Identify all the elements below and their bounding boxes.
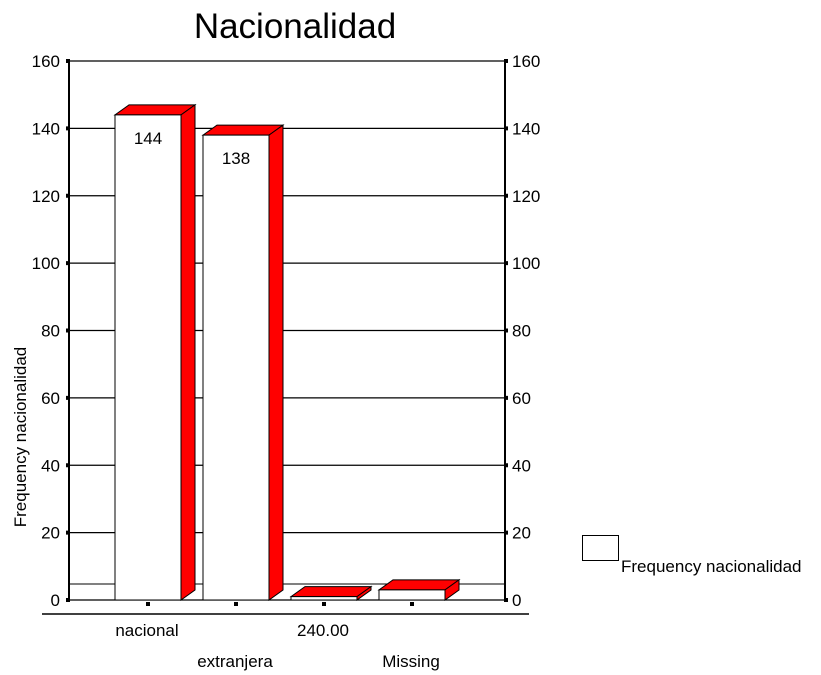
x-tick: [234, 602, 238, 606]
bar-240-00: [290, 596, 358, 601]
legend-swatch: [582, 535, 619, 561]
x-tick: [146, 602, 150, 606]
legend-label: Frequency nacionalidad: [621, 557, 802, 576]
y-tick-label-right: 20: [512, 524, 531, 543]
x-tick-label: Missing: [382, 652, 440, 671]
y-tick-label-right: 0: [512, 591, 521, 610]
y-tick-label-right: 80: [512, 322, 531, 341]
x-tick-label: extranjera: [197, 652, 273, 671]
y-tick-label-right: 140: [512, 119, 540, 138]
y-axis-label: Frequency nacionalidad: [11, 347, 30, 528]
y-tick-label-right: 100: [512, 254, 540, 273]
x-tick: [322, 602, 326, 606]
x-tick: [410, 602, 414, 606]
bars: 144 138: [113, 103, 461, 601]
y-tick-label-right: 60: [512, 389, 531, 408]
chart-title: Nacionalidad: [194, 7, 396, 46]
legend: Frequency nacionalidad: [582, 535, 821, 625]
y-tick-label-left: 160: [32, 52, 60, 71]
bar-extranjera: [202, 134, 270, 601]
y-tick-label-left: 0: [51, 591, 60, 610]
y-tick-label-left: 40: [41, 456, 60, 475]
bar-side: [180, 103, 196, 601]
bar-nacional: [114, 114, 182, 601]
bar-side: [268, 124, 284, 601]
y-tick-label-left: 20: [41, 524, 60, 543]
y-tick-label-left: 60: [41, 389, 60, 408]
y-tick-label-right: 160: [512, 52, 540, 71]
data-label: 144: [134, 129, 162, 148]
bar-missing: [378, 589, 446, 601]
y-tick-label-left: 140: [32, 119, 60, 138]
y-tick-label-left: 100: [32, 254, 60, 273]
y-tick-label-right: 120: [512, 187, 540, 206]
y-tick-label-left: 80: [41, 322, 60, 341]
x-tick-label: 240.00: [297, 621, 349, 640]
y-tick-label-right: 40: [512, 456, 531, 475]
x-tick-label: nacional: [115, 621, 178, 640]
data-label: 138: [222, 149, 250, 168]
y-tick-label-left: 120: [32, 187, 60, 206]
x-tick-labels: nacional extranjera 240.00 Missing: [115, 621, 439, 671]
axes: 0 0 20 20 40 40 60 60 80 80 100 100 120 120 140 140 160 1…: [32, 52, 540, 615]
